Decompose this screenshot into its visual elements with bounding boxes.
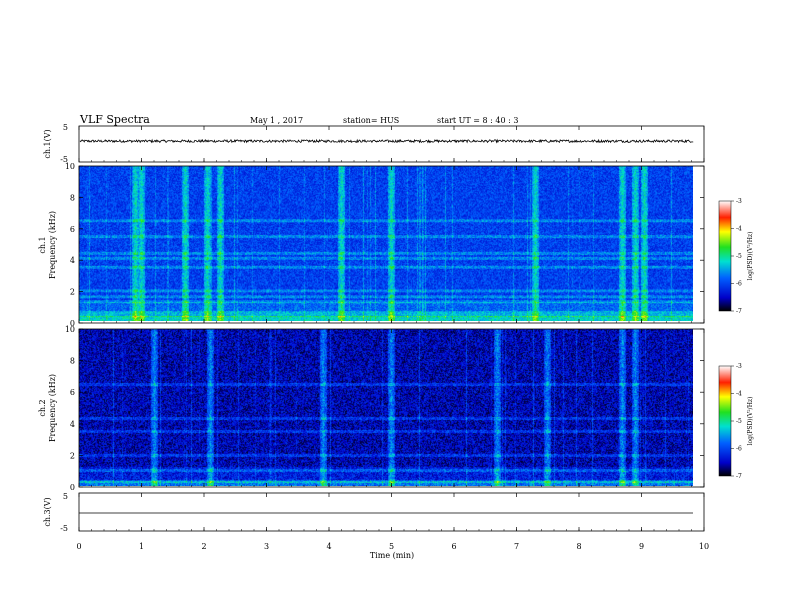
colorbar-tick-label: -4 [736,391,742,398]
y-tick-label: 0 [70,483,75,492]
ch2-colorbar-label: log(PSD)(V²/Hz) [747,397,754,446]
figure-title: VLF Spectra [79,113,150,126]
ch2-frequency-ticks: 0 2 4 6 8 10 [65,325,704,492]
y-tick-label: 10 [65,162,75,171]
x-tick-label: 4 [326,542,331,551]
y-tick-label: 8 [70,357,75,366]
ch2-colorbar: -3 -4 -5 -6 -7 log(PSD)(V²/Hz) [718,363,754,480]
x-tick-label: 1 [139,542,144,551]
x-tick-label: 8 [576,542,581,551]
ch2-spectrogram-image [79,329,693,486]
x-tick-label: 0 [76,542,81,551]
x-tick-label: 6 [451,542,456,551]
ch1-ytick-bottom: -5 [60,155,68,164]
y-tick-label: 2 [70,451,75,460]
time-axis-label: Time (min) [370,551,414,560]
ch2-colorbar-ticks: -3 -4 -5 -6 -7 [731,363,742,480]
y-tick-label: 0 [70,319,75,328]
start-time-label: start UT = 8 : 40 : 3 [437,116,518,125]
ch1-ytick-top: 5 [63,123,68,132]
station-label: station= HUS [343,116,399,125]
y-tick-label: 6 [70,388,75,397]
ch1-spec-ylabel-channel: ch.1 [38,236,47,253]
colorbar-tick-label: -5 [736,418,742,425]
ch3-waveform-frame [78,492,705,532]
ch1-spec-ylabel-frequency: Frequency (kHz) [48,211,57,279]
ch1-waveform-frame [78,125,705,163]
y-tick-label: 8 [70,193,75,202]
x-tick-label: 10 [699,542,709,551]
ch1-waveform-panel: 5 -5 ch.1(V) [43,123,705,164]
x-tick-label: 9 [639,542,644,551]
ch1-colorbar: -3 -4 -5 -6 -7 log(PSD)(V²/Hz) [718,198,754,315]
ch1-colorbar-label: log(PSD)(V²/Hz) [747,232,754,281]
ch1-spectrogram-panel: 0 2 4 6 8 10 ch.1 Frequency (kHz) [38,162,705,328]
x-tick-label: 3 [264,542,269,551]
colorbar-tick-label: -6 [736,446,742,453]
ch1-colorbar-ticks: -3 -4 -5 -6 -7 [731,198,742,315]
ch3-waveform-panel: 5 -5 ch.3(V) [43,492,705,533]
colorbar-tick-label: -3 [736,198,742,205]
y-tick-label: 4 [70,420,75,429]
ch2-spectrogram-panel: 0 2 4 6 8 10 ch.2 Frequency (kHz) [38,325,705,492]
y-tick-label: 2 [70,288,75,297]
ch1-waveform-line [79,138,694,144]
y-tick-label: 4 [70,256,75,265]
colorbar-tick-label: -5 [736,253,742,260]
ch2-colorbar-gradient [718,365,732,477]
ch3-ylabel: ch.3(V) [43,497,52,526]
ch1-frequency-ticks: 0 2 4 6 8 10 [65,162,704,328]
ch3-ytick-bottom: -5 [60,524,68,533]
colorbar-tick-label: -6 [736,281,742,288]
x-tick-label: 7 [514,542,519,551]
colorbar-tick-label: -4 [736,226,742,233]
ch1-spectrogram-image [79,166,693,321]
colorbar-tick-label: -7 [736,308,742,315]
ch2-spec-ylabel-frequency: Frequency (kHz) [48,374,57,442]
colorbar-tick-label: -3 [736,363,742,370]
ch3-ytick-top: 5 [63,492,68,501]
x-tick-label: 5 [389,542,394,551]
date-label: May 1 , 2017 [250,116,303,125]
x-tick-label: 2 [201,542,206,551]
ch1-colorbar-gradient [718,200,732,312]
y-tick-label: 10 [65,325,75,334]
ch2-spec-ylabel-channel: ch.2 [38,399,47,416]
colorbar-tick-label: -7 [736,473,742,480]
time-axis: 0 1 2 3 4 5 6 7 8 9 10 [76,126,709,551]
y-tick-label: 6 [70,225,75,234]
ch1-ylabel: ch.1(V) [43,129,52,158]
